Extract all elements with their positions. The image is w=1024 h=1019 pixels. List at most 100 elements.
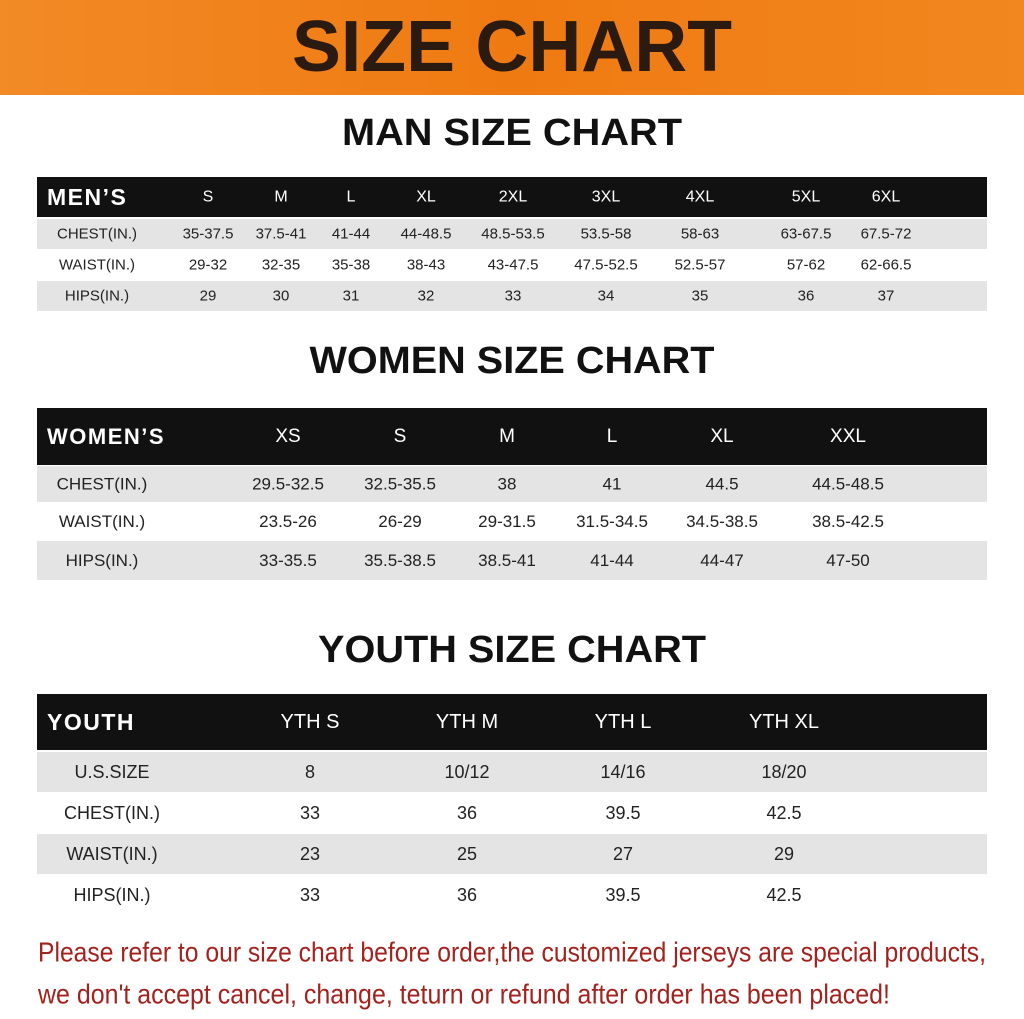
header-title: SIZE CHART [292,7,732,87]
cell: 38-43 [407,257,445,274]
row-label: HIPS(IN.) [65,288,129,305]
column-header: 5XL [792,189,821,206]
cell: 14/16 [600,762,645,782]
row-label: HIPS(IN.) [66,551,139,570]
cell: 47-50 [826,551,869,570]
table-title: MAN SIZE CHART [342,112,682,154]
cell: 34.5-38.5 [686,512,758,531]
row-label: WAIST(IN.) [66,844,157,864]
footer-note: Please refer to our size chart before or… [38,937,986,968]
cell: 42.5 [766,803,801,823]
row-label: CHEST(IN.) [57,475,148,494]
column-header: XL [416,189,436,206]
cell: 29.5-32.5 [252,475,324,494]
cell: 48.5-53.5 [481,226,544,243]
cell: 63-67.5 [781,226,832,243]
row-label: HIPS(IN.) [73,885,150,905]
cell: 23.5-26 [259,512,317,531]
cell: 38.5-41 [478,551,536,570]
header-row [37,408,987,465]
cell: 37.5-41 [256,226,307,243]
cell: 32-35 [262,257,300,274]
cell: 52.5-57 [675,257,726,274]
row-band [37,219,987,249]
row-band [37,834,987,874]
cell: 26-29 [378,512,421,531]
cell: 42.5 [766,885,801,905]
cell: 31.5-34.5 [576,512,648,531]
cell: 32 [418,288,435,305]
row-band [37,752,987,792]
row-band [37,541,987,580]
cell: 39.5 [605,803,640,823]
cell: 34 [598,288,615,305]
cell: 36 [457,885,477,905]
header-label: YOUTH [47,709,135,735]
cell: 44-47 [700,551,743,570]
cell: 38 [498,475,517,494]
row-band [37,281,987,311]
cell: 43-47.5 [488,257,539,274]
cell: 53.5-58 [581,226,632,243]
cell: 25 [457,844,477,864]
cell: 44.5 [705,475,738,494]
cell: 33-35.5 [259,551,317,570]
header-row [37,177,987,217]
cell: 67.5-72 [861,226,912,243]
cell: 29 [200,288,217,305]
cell: 29-31.5 [478,512,536,531]
cell: 37 [878,288,895,305]
row-label: U.S.SIZE [74,762,149,782]
table-title: WOMEN SIZE CHART [310,340,715,382]
row-label: WAIST(IN.) [59,257,135,274]
cell: 36 [457,803,477,823]
column-header: L [347,189,356,206]
cell: 41 [603,475,622,494]
cell: 30 [273,288,290,305]
cell: 36 [798,288,815,305]
cell: 8 [305,762,315,782]
cell: 44-48.5 [401,226,452,243]
cell: 23 [300,844,320,864]
table-title: YOUTH SIZE CHART [318,629,706,671]
cell: 35 [692,288,709,305]
cell: 35-37.5 [183,226,234,243]
cell: 41-44 [590,551,633,570]
cell: 35.5-38.5 [364,551,436,570]
column-header: XL [710,426,733,447]
header-label: MEN’S [47,184,127,210]
cell: 33 [505,288,522,305]
row-band [37,466,987,502]
cell: 31 [343,288,360,305]
cell: 18/20 [761,762,806,782]
cell: 47.5-52.5 [574,257,637,274]
cell: 58-63 [681,226,719,243]
row-label: WAIST(IN.) [59,512,145,531]
column-header: YTH M [436,711,498,733]
column-header: YTH L [595,711,652,733]
row-label: CHEST(IN.) [57,226,137,243]
column-header: L [607,426,618,447]
column-header: S [203,189,214,206]
cell: 29-32 [189,257,227,274]
column-header: YTH S [281,711,340,733]
column-header: M [499,426,515,447]
cell: 10/12 [444,762,489,782]
header-banner [0,0,1024,95]
row-label: CHEST(IN.) [64,803,160,823]
cell: 62-66.5 [861,257,912,274]
column-header: 3XL [592,189,621,206]
cell: 38.5-42.5 [812,512,884,531]
header-label: WOMEN’S [47,424,165,449]
header-row [37,694,987,750]
cell: 39.5 [605,885,640,905]
cell: 44.5-48.5 [812,475,884,494]
cell: 33 [300,885,320,905]
cell: 41-44 [332,226,370,243]
column-header: S [394,426,407,447]
cell: 57-62 [787,257,825,274]
cell: 27 [613,844,633,864]
column-header: YTH XL [749,711,819,733]
